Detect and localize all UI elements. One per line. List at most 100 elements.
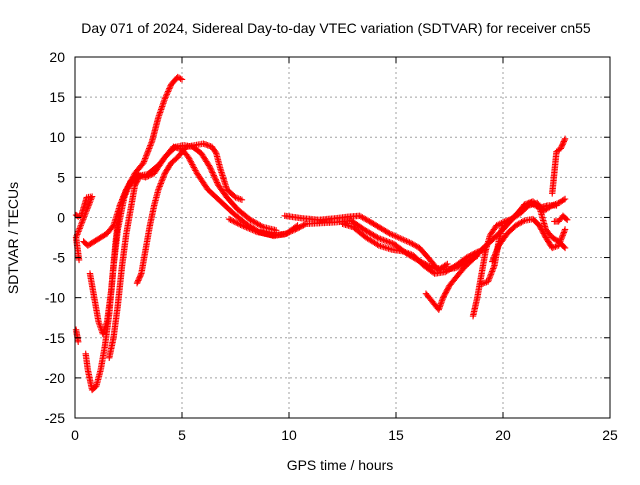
data-point	[211, 173, 218, 181]
data-point	[386, 230, 393, 237]
data-point	[489, 258, 496, 265]
data-point	[84, 205, 91, 212]
data-point	[209, 169, 216, 176]
data-point	[555, 242, 562, 249]
data-point	[444, 260, 451, 268]
data-point	[211, 175, 219, 182]
data-point	[162, 94, 169, 101]
data-point	[557, 237, 564, 245]
data-point	[397, 235, 404, 242]
data-point	[209, 170, 217, 178]
data-point	[375, 235, 383, 242]
data-point	[178, 76, 186, 83]
data-point	[387, 239, 395, 246]
data-point	[142, 153, 149, 161]
data-point	[120, 192, 128, 199]
data-point	[135, 175, 142, 182]
data-point	[404, 238, 412, 245]
data-point	[141, 155, 149, 162]
data-point	[158, 177, 166, 184]
data-point	[392, 233, 399, 240]
data-point	[519, 218, 527, 225]
data-point	[208, 167, 215, 175]
data-point	[117, 200, 124, 208]
data-point	[380, 236, 387, 244]
data-point	[166, 85, 173, 92]
data-point	[136, 274, 143, 281]
data-point	[233, 219, 240, 226]
data-point	[386, 239, 393, 246]
data-point	[400, 248, 408, 255]
data-point	[237, 221, 244, 228]
data-point	[143, 151, 151, 158]
data-point	[490, 253, 498, 261]
data-point	[389, 240, 396, 247]
data-point	[117, 199, 125, 206]
data-point	[189, 161, 196, 168]
data-point	[157, 181, 164, 189]
data-point	[493, 248, 500, 255]
data-point	[171, 144, 178, 152]
data-point	[250, 227, 258, 234]
data-point	[556, 239, 564, 246]
data-point	[163, 91, 171, 98]
data-point	[283, 230, 290, 237]
data-point	[159, 175, 166, 183]
data-point	[81, 211, 89, 218]
data-point	[287, 228, 295, 235]
data-point	[88, 194, 95, 202]
data-point	[560, 196, 567, 203]
data-point	[486, 274, 493, 281]
data-point	[206, 163, 214, 171]
x-tick-label: 15	[388, 427, 404, 443]
data-point	[394, 233, 401, 241]
data-point	[485, 276, 492, 284]
x-tick-label: 0	[71, 427, 79, 443]
data-point	[144, 148, 152, 155]
data-point	[137, 271, 144, 279]
data-point	[148, 139, 155, 146]
data-point	[155, 186, 162, 193]
data-point	[243, 224, 250, 231]
data-point	[82, 210, 89, 217]
data-point	[121, 190, 128, 197]
data-point	[557, 145, 564, 152]
data-point	[564, 216, 571, 224]
y-tick-label: 10	[49, 129, 65, 145]
y-tick-label: -25	[45, 410, 65, 426]
data-point	[116, 202, 124, 209]
data-point	[442, 261, 450, 269]
data-point	[492, 251, 499, 258]
data-point	[490, 265, 497, 272]
data-point	[164, 88, 172, 95]
data-point	[119, 196, 126, 203]
data-point	[212, 176, 219, 183]
data-point	[156, 183, 163, 190]
data-point	[210, 172, 217, 179]
data-point	[161, 171, 168, 178]
data-point	[558, 142, 566, 149]
data-point	[119, 194, 127, 202]
data-point	[405, 250, 412, 257]
data-point	[560, 139, 567, 147]
data-point	[141, 156, 148, 164]
data-point	[188, 159, 195, 167]
data-point	[162, 92, 170, 100]
data-point	[85, 202, 92, 209]
data-point	[241, 223, 249, 230]
data-point	[81, 213, 88, 220]
data-point	[121, 189, 129, 196]
data-point	[147, 140, 155, 148]
data-point	[487, 272, 494, 279]
x-tick-label: 25	[602, 427, 618, 443]
y-axis-label: SDTVAR / TECUs	[5, 182, 21, 294]
data-point	[147, 142, 154, 149]
data-point	[489, 256, 497, 264]
data-point	[487, 271, 495, 278]
data-point	[238, 222, 246, 229]
axes: 0 5 10 15 20 25 -25 -20 -15 -10 -5 0 5 10 15 20	[45, 49, 618, 443]
data-point	[161, 95, 169, 102]
data-point	[247, 226, 255, 233]
data-point	[252, 228, 259, 235]
